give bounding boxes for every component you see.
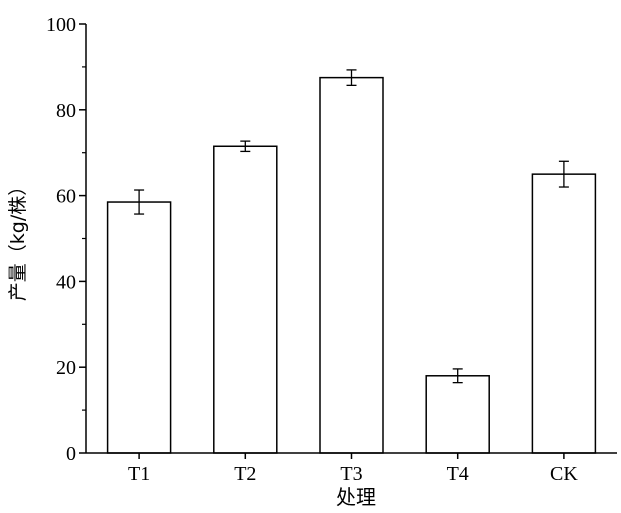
y-tick-label: 20	[56, 357, 76, 379]
bar-ck	[531, 173, 597, 454]
x-tick-label-t1: T1	[128, 463, 150, 485]
y-tick-label: 60	[56, 186, 76, 208]
y-tick-label: 80	[56, 100, 76, 122]
bar-t3	[319, 76, 384, 454]
x-tick-label-ck: CK	[550, 463, 578, 485]
x-axis-label: 处理	[336, 486, 376, 509]
bar-t2	[213, 145, 278, 454]
y-axis-label: 产量（kg/株）	[7, 177, 29, 301]
y-tick-label: 0	[66, 443, 76, 465]
y-tick-label: 40	[56, 271, 76, 293]
x-tick-label-t4: T4	[447, 463, 469, 485]
y-tick-labels: 0 20 40 60 80 100	[46, 14, 76, 465]
bar-t4	[425, 375, 490, 454]
y-tick-label: 100	[46, 14, 76, 36]
error-bars-group	[134, 69, 569, 384]
x-tick-label-t2: T2	[234, 463, 256, 485]
x-tick-labels: T1 T2 T3 T4 CK	[128, 463, 578, 485]
axes-group	[79, 23, 617, 459]
bars-group	[106, 76, 597, 454]
x-tick-label-t3: T3	[340, 463, 362, 485]
bar-t1	[106, 201, 172, 454]
